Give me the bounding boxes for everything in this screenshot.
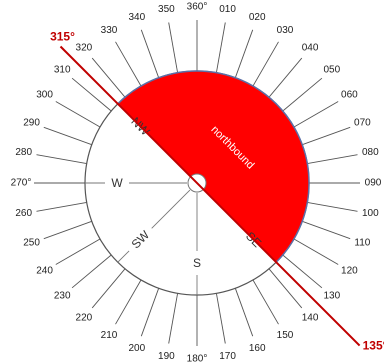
tick-330 <box>115 41 142 87</box>
degree-label-60: 060 <box>341 90 358 101</box>
direction-spokes <box>85 182 198 295</box>
tick-120 <box>293 238 339 265</box>
tick-150 <box>252 279 279 325</box>
degree-label-40: 040 <box>302 43 319 54</box>
tick-20 <box>234 29 254 78</box>
tick-260 <box>36 201 87 212</box>
degree-label-240: 240 <box>36 266 53 277</box>
degree-label-210: 210 <box>101 330 118 341</box>
degree-label-220: 220 <box>76 312 93 323</box>
degree-label-290: 290 <box>23 117 40 128</box>
degree-label-0: 360° <box>187 2 208 13</box>
degree-label-80: 080 <box>362 147 379 158</box>
tick-160 <box>234 288 254 337</box>
tick-220 <box>91 268 126 309</box>
degree-label-250: 250 <box>23 238 40 249</box>
degree-label-110: 110 <box>354 238 370 249</box>
dividing-line-315-135 <box>59 45 361 347</box>
tick-240 <box>55 238 101 265</box>
tick-320 <box>91 57 126 98</box>
tick-60 <box>293 101 339 128</box>
degree-label-70: 070 <box>354 117 371 128</box>
tick-350 <box>168 22 179 73</box>
compass-ticks <box>34 20 360 346</box>
heading-135-label: 135° <box>363 339 384 353</box>
tick-70 <box>302 126 351 146</box>
degree-label-170: 170 <box>219 351 236 362</box>
tick-210 <box>115 279 142 325</box>
degree-label-140: 140 <box>302 312 319 323</box>
tick-300 <box>55 101 101 128</box>
spoke-225-0 <box>151 189 191 229</box>
degree-label-90: 090 <box>365 178 382 189</box>
degree-label-180: 180° <box>187 354 208 362</box>
degree-label-230: 230 <box>54 291 71 302</box>
degree-label-270: 270° <box>11 178 32 189</box>
degree-label-340: 340 <box>128 12 145 23</box>
degree-label-280: 280 <box>15 147 32 158</box>
degree-label-10: 010 <box>219 4 236 15</box>
tick-290 <box>43 126 92 146</box>
spoke-225-1 <box>117 250 130 263</box>
degree-label-310: 310 <box>54 64 71 75</box>
degree-label-300: 300 <box>36 90 53 101</box>
tick-50 <box>282 77 323 112</box>
tick-310 <box>71 77 112 112</box>
heading-315-label: 315° <box>50 30 75 44</box>
tick-110 <box>302 220 351 240</box>
degree-label-260: 260 <box>15 208 32 219</box>
degree-label-190: 190 <box>158 351 175 362</box>
tick-30 <box>252 41 279 87</box>
degree-label-330: 330 <box>101 25 118 36</box>
tick-170 <box>215 293 226 344</box>
tick-130 <box>282 254 323 289</box>
tick-40 <box>268 57 303 98</box>
tick-250 <box>43 220 92 240</box>
degree-label-20: 020 <box>249 12 266 23</box>
degree-label-150: 150 <box>277 330 294 341</box>
tick-280 <box>36 154 87 165</box>
northbound-sector <box>116 70 310 264</box>
degree-label-350: 350 <box>158 4 175 15</box>
tick-100 <box>307 201 358 212</box>
degree-label-200: 200 <box>128 343 145 354</box>
tick-190 <box>168 293 179 344</box>
tick-230 <box>71 254 112 289</box>
tick-10 <box>215 22 226 73</box>
degree-label-50: 050 <box>323 64 340 75</box>
degree-label-130: 130 <box>323 291 340 302</box>
direction-s: S <box>193 256 201 270</box>
tick-80 <box>307 154 358 165</box>
direction-w: W <box>111 176 123 190</box>
degree-label-160: 160 <box>249 343 266 354</box>
degree-label-320: 320 <box>76 43 93 54</box>
degree-label-100: 100 <box>362 208 379 219</box>
tick-200 <box>140 288 160 337</box>
degree-label-120: 120 <box>341 266 358 277</box>
tick-340 <box>140 29 160 78</box>
degree-label-30: 030 <box>277 25 294 36</box>
degree-labels: 360° 010 020 030 040 050 060 070 080 090 100 110 120… <box>11 2 382 362</box>
tick-140 <box>268 268 303 309</box>
